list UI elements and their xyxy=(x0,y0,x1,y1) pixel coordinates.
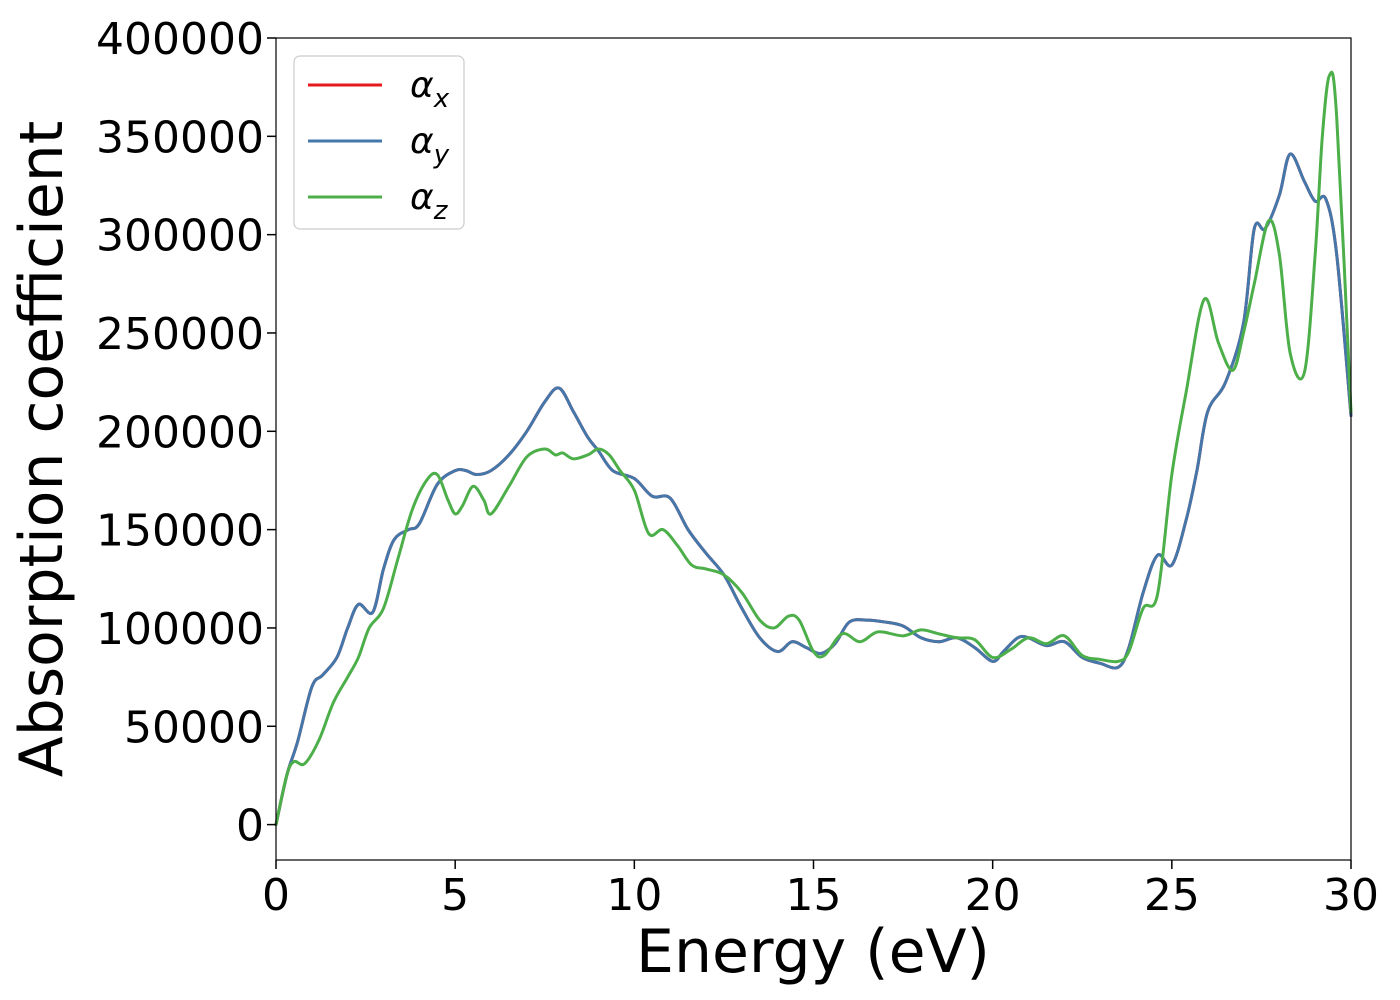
series-lines xyxy=(274,70,1353,827)
y-tick-label: 150000 xyxy=(96,506,264,557)
x-axis-ticks: 0 5 10 15 20 25 30 xyxy=(262,860,1379,921)
x-tick-label: 25 xyxy=(1144,870,1200,921)
x-tick-label: 30 xyxy=(1323,870,1379,921)
y-tick-label: 300000 xyxy=(96,211,264,262)
y-tick-label: 350000 xyxy=(96,112,264,163)
legend-label-y: αy xyxy=(410,121,450,170)
y-axis-ticks: 0 50000 100000 150000 200000 250000 300000 3500… xyxy=(96,14,276,852)
legend-label-x: αx xyxy=(410,65,450,114)
y-tick-label: 250000 xyxy=(96,309,264,360)
y-axis-label: Absorption coefficient xyxy=(7,121,77,778)
y-tick-label: 200000 xyxy=(96,407,264,458)
y-tick-label: 400000 xyxy=(96,14,264,65)
series-line-z xyxy=(274,70,1353,827)
series-line-y xyxy=(274,152,1353,827)
x-tick-label: 0 xyxy=(262,870,290,921)
x-tick-label: 10 xyxy=(606,870,662,921)
x-axis-label: Energy (eV) xyxy=(636,917,990,987)
x-tick-label: 5 xyxy=(441,870,469,921)
x-tick-label: 15 xyxy=(786,870,842,921)
legend: αx αy αz xyxy=(293,55,465,230)
x-tick-label: 20 xyxy=(965,870,1021,921)
y-tick-label: 0 xyxy=(236,801,264,852)
y-tick-label: 50000 xyxy=(124,702,264,753)
legend-label-z: αz xyxy=(410,177,449,226)
y-tick-label: 100000 xyxy=(96,604,264,655)
